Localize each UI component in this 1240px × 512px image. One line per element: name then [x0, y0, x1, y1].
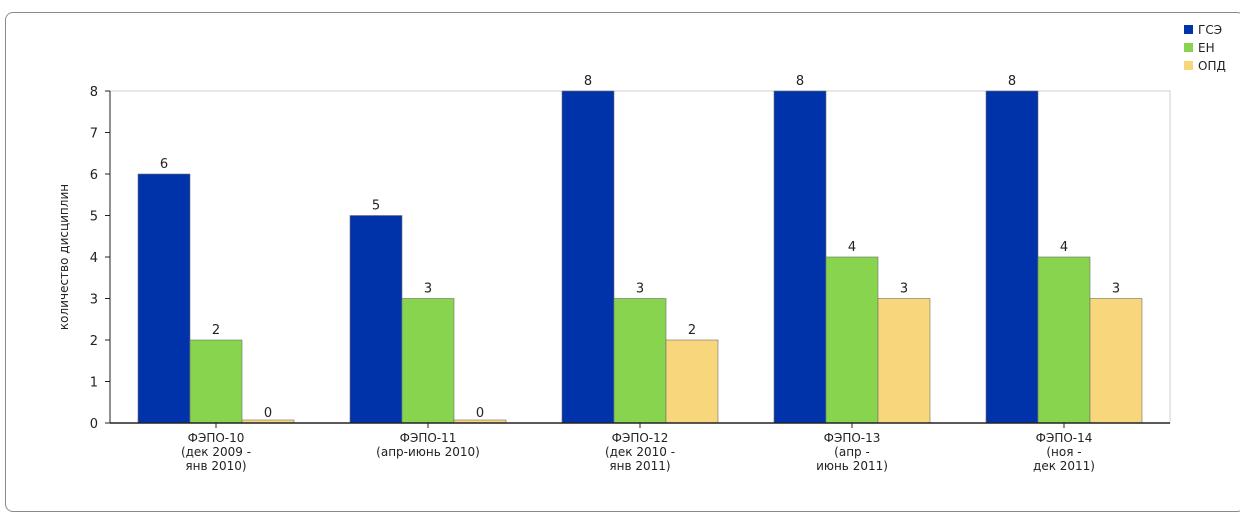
legend-swatch-ГСЭ [1184, 25, 1193, 34]
bar-ГСЭ-4 [985, 90, 1039, 424]
bar-ЕН-3 [825, 256, 879, 424]
data-label: 0 [264, 406, 272, 421]
data-label: 4 [848, 240, 856, 255]
y-tick-label: 1 [90, 376, 98, 391]
x-category-label: янв 2011) [609, 459, 670, 473]
bar-ГСЭ-0 [137, 173, 191, 424]
bar-ГСЭ-2 [561, 90, 615, 424]
bar-ГСЭ-3 [773, 90, 827, 424]
y-tick-label: 6 [90, 168, 98, 183]
x-category-label: (апр - [834, 445, 870, 459]
data-label: 3 [424, 282, 432, 297]
bar-ГСЭ-1 [349, 215, 403, 424]
y-tick-label: 4 [90, 251, 98, 266]
x-category-label: ФЭПО-10 [188, 431, 245, 445]
legend-swatch-ОПД [1184, 61, 1193, 70]
bar-ЕН-1 [401, 298, 455, 424]
x-category-label: (апр-июнь 2010) [376, 445, 480, 459]
data-label: 2 [688, 323, 696, 338]
data-label: 8 [584, 74, 592, 89]
data-label: 3 [900, 282, 908, 297]
data-label: 3 [1112, 282, 1120, 297]
bar-ЕН-4 [1037, 256, 1091, 424]
data-label: 2 [212, 323, 220, 338]
data-label: 4 [1060, 240, 1068, 255]
y-tick-label: 0 [90, 417, 98, 432]
x-category-label: ФЭПО-13 [824, 431, 881, 445]
legend-swatch-ЕН [1184, 43, 1193, 52]
data-label: 6 [160, 157, 168, 172]
x-category-label: июнь 2011) [816, 459, 888, 473]
y-tick-label: 2 [90, 334, 98, 349]
bar-ОПД-4 [1089, 298, 1143, 424]
x-category-label: ФЭПО-14 [1036, 431, 1093, 445]
y-tick-label: 3 [90, 293, 98, 308]
data-label: 8 [1008, 74, 1016, 89]
x-category-label: дек 2011) [1033, 459, 1095, 473]
x-category-label: янв 2010) [185, 459, 246, 473]
x-category-label: ФЭПО-11 [400, 431, 457, 445]
legend-label: ЕН [1198, 41, 1215, 55]
x-category-label: (дек 2009 - [181, 445, 251, 459]
bar-ОПД-2 [665, 339, 719, 424]
y-tick-label: 8 [90, 85, 98, 100]
data-label: 8 [796, 74, 804, 89]
x-category-label: ФЭПО-12 [612, 431, 669, 445]
y-tick-label: 7 [90, 127, 98, 142]
data-label: 3 [636, 282, 644, 297]
bar-ОПД-3 [877, 298, 931, 424]
bar-chart: 6 2 0 5 3 0 8 3 2 8 4 3 8 4 3 0 1 2 3 4 5 6 7 8 количество дисц… [57, 23, 1226, 473]
y-axis-title: количество дисциплин [57, 184, 71, 330]
y-tick-label: 5 [90, 210, 98, 225]
bar-ЕН-0 [189, 339, 243, 424]
legend-label: ГСЭ [1198, 23, 1222, 37]
data-label: 5 [372, 199, 380, 214]
x-category-label: (ноя - [1046, 445, 1081, 459]
data-label: 0 [476, 406, 484, 421]
bar-ЕН-2 [613, 298, 667, 424]
legend-label: ОПД [1198, 59, 1226, 73]
x-category-label: (дек 2010 - [605, 445, 675, 459]
